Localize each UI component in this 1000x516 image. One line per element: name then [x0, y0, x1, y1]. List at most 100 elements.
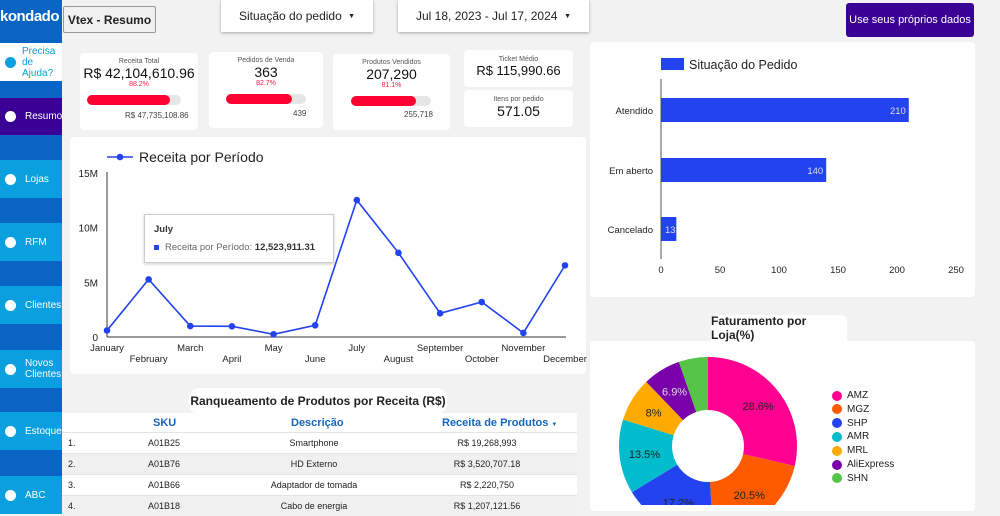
x-tick-label: 150 [830, 265, 846, 276]
row-index: 2. [68, 459, 76, 469]
data-point [478, 298, 486, 306]
pie-slice [631, 464, 712, 505]
data-point [561, 262, 569, 269]
bar-value-label: 13 [665, 225, 676, 236]
circle-icon [5, 111, 16, 122]
x-tick-label: August [384, 354, 414, 365]
row-index: 4. [68, 501, 76, 511]
slice-label: 28.6% [742, 401, 773, 413]
col-receita-label: Receita de Produtos [442, 417, 549, 429]
pie-title: Faturamento por Loja(%) [711, 314, 847, 342]
sidebar-item-estoque[interactable]: Estoque [0, 412, 62, 450]
bar-value-label: 140 [807, 166, 823, 177]
row-desc: Adaptador de tomada [270, 480, 358, 490]
table-row[interactable]: 3. A01B66 Adaptador de tomada R$ 2,220,7… [62, 474, 577, 495]
x-tick-label: 50 [715, 265, 726, 276]
col-receita[interactable]: Receita de Produtos ▼ [442, 417, 557, 429]
legend-dot-icon [832, 459, 842, 470]
date-range-picker[interactable]: Jul 18, 2023 - Jul 17, 2024 ▼ [398, 0, 589, 32]
legend-swatch [661, 58, 684, 70]
row-index: 1. [68, 438, 76, 448]
x-tick-label: December [543, 354, 587, 365]
x-tick-label: February [130, 354, 168, 365]
sidebar-item-novos-clientes[interactable]: Novos Clientes [0, 350, 62, 388]
data-point [353, 196, 361, 204]
kpi-produtos-card: Produtos Vendidos 207,290 81.1% 255,718 [333, 54, 450, 130]
status-filter-label: Situação do pedido [239, 9, 342, 23]
y-tick-label: 10M [79, 224, 98, 235]
table-row[interactable]: 1. A01B25 Smartphone R$ 19,268,993 [62, 432, 577, 453]
row-revenue: R$ 1,207,121.56 [453, 501, 521, 511]
legend-label: SHP [847, 417, 868, 429]
row-sku: A01B76 [148, 459, 181, 469]
legend-item: AMZ [832, 390, 868, 401]
legend-dot-icon [832, 390, 842, 401]
legend-label: MGZ [847, 403, 870, 415]
caret-down-icon: ▼ [564, 12, 571, 20]
pie-slice [678, 357, 708, 412]
legend-item: AMR [832, 431, 869, 442]
data-point [228, 322, 236, 330]
data-point [145, 276, 152, 283]
kpi-value: 207,290 [366, 66, 417, 82]
bar [661, 217, 677, 241]
data-point [270, 330, 277, 338]
table-row[interactable]: 2. A01B76 HD Externo R$ 3,520,707.18 [62, 453, 577, 474]
circle-icon [5, 236, 16, 248]
sidebar-item-rfm[interactable]: RFM [0, 223, 62, 261]
pie-slice [710, 454, 795, 505]
table-row[interactable]: 4. A01B18 Cabo de energia R$ 1,207,121.5… [62, 495, 577, 516]
data-point [395, 249, 402, 257]
sidebar-item-clientes[interactable]: Clientes [0, 286, 62, 324]
legend-dot-icon [832, 473, 842, 484]
kpi-goal: 439 [293, 109, 307, 118]
x-tick-label: May [265, 343, 283, 354]
col-descricao[interactable]: Descrição [291, 417, 344, 429]
pie-slice [646, 361, 697, 421]
pie-slice [618, 419, 678, 493]
y-tick-label: 5M [84, 278, 98, 289]
legend-label: MRL [847, 445, 869, 457]
kpi-label: Pedidos de Venda [237, 57, 295, 64]
legend-item: MRL [832, 445, 868, 456]
own-data-button[interactable]: Use seus próprios dados [846, 3, 974, 37]
kpi-percent: 82.7% [256, 80, 276, 87]
col-sku[interactable]: SKU [153, 417, 177, 429]
sidebar-item-label: Clientes [25, 299, 62, 311]
date-range-label: Jul 18, 2023 - Jul 17, 2024 [416, 9, 558, 23]
row-desc: Cabo de energia [280, 501, 348, 511]
legend-label: AMR [847, 431, 870, 443]
row-desc: HD Externo [290, 459, 338, 469]
kpi-goal: 255,718 [404, 110, 433, 119]
circle-icon [5, 363, 16, 375]
row-sku: A01B66 [148, 480, 181, 490]
bar [661, 98, 909, 122]
kpi-receita-card: Receita Total R$ 42,104,610.96 88.2% R$ … [80, 53, 198, 130]
kpi-value: 571.05 [497, 103, 540, 119]
x-tick-label: 100 [771, 265, 787, 276]
row-revenue: R$ 2,220,750 [459, 480, 515, 490]
legend-item: AliExpress [832, 459, 894, 470]
x-tick-label: November [501, 343, 545, 354]
series-line [106, 198, 566, 336]
sidebar-item-lojas[interactable]: Lojas [0, 160, 62, 198]
help-link[interactable]: Precisa de Ajuda? [0, 43, 62, 81]
legend-dot-icon [832, 431, 842, 442]
store-pie-chart: 28.6% 20.5% 17.2% 13.5% 8%6.9% [618, 356, 798, 505]
status-bar-chart: Situação do Pedido Atendido 210 Em aberto 14… [608, 58, 964, 276]
legend-dot-icon [832, 418, 842, 429]
sidebar-item-label: Resumo [25, 111, 63, 122]
slice-label: 17.2% [663, 498, 694, 505]
x-tick-label: 250 [948, 265, 964, 276]
legend-label: SHN [847, 472, 869, 484]
row-index: 3. [68, 480, 76, 490]
status-filter-dropdown[interactable]: Situação do pedido ▼ [221, 0, 373, 32]
kpi-pedidos-card: Pedidos de Venda 363 82.7% 439 [209, 52, 323, 128]
sidebar-item-label: Estoque [25, 425, 62, 437]
kpi-value: R$ 42,104,610.96 [83, 65, 195, 81]
circle-icon [5, 173, 16, 185]
legend-dot-icon [832, 445, 842, 456]
revenue-line-chart: 0 5M 10M 15M January February March April May Jun… [79, 149, 587, 365]
help-label: Precisa de Ajuda? [22, 45, 56, 79]
sidebar-item-resumo[interactable]: Resumo [0, 98, 62, 135]
